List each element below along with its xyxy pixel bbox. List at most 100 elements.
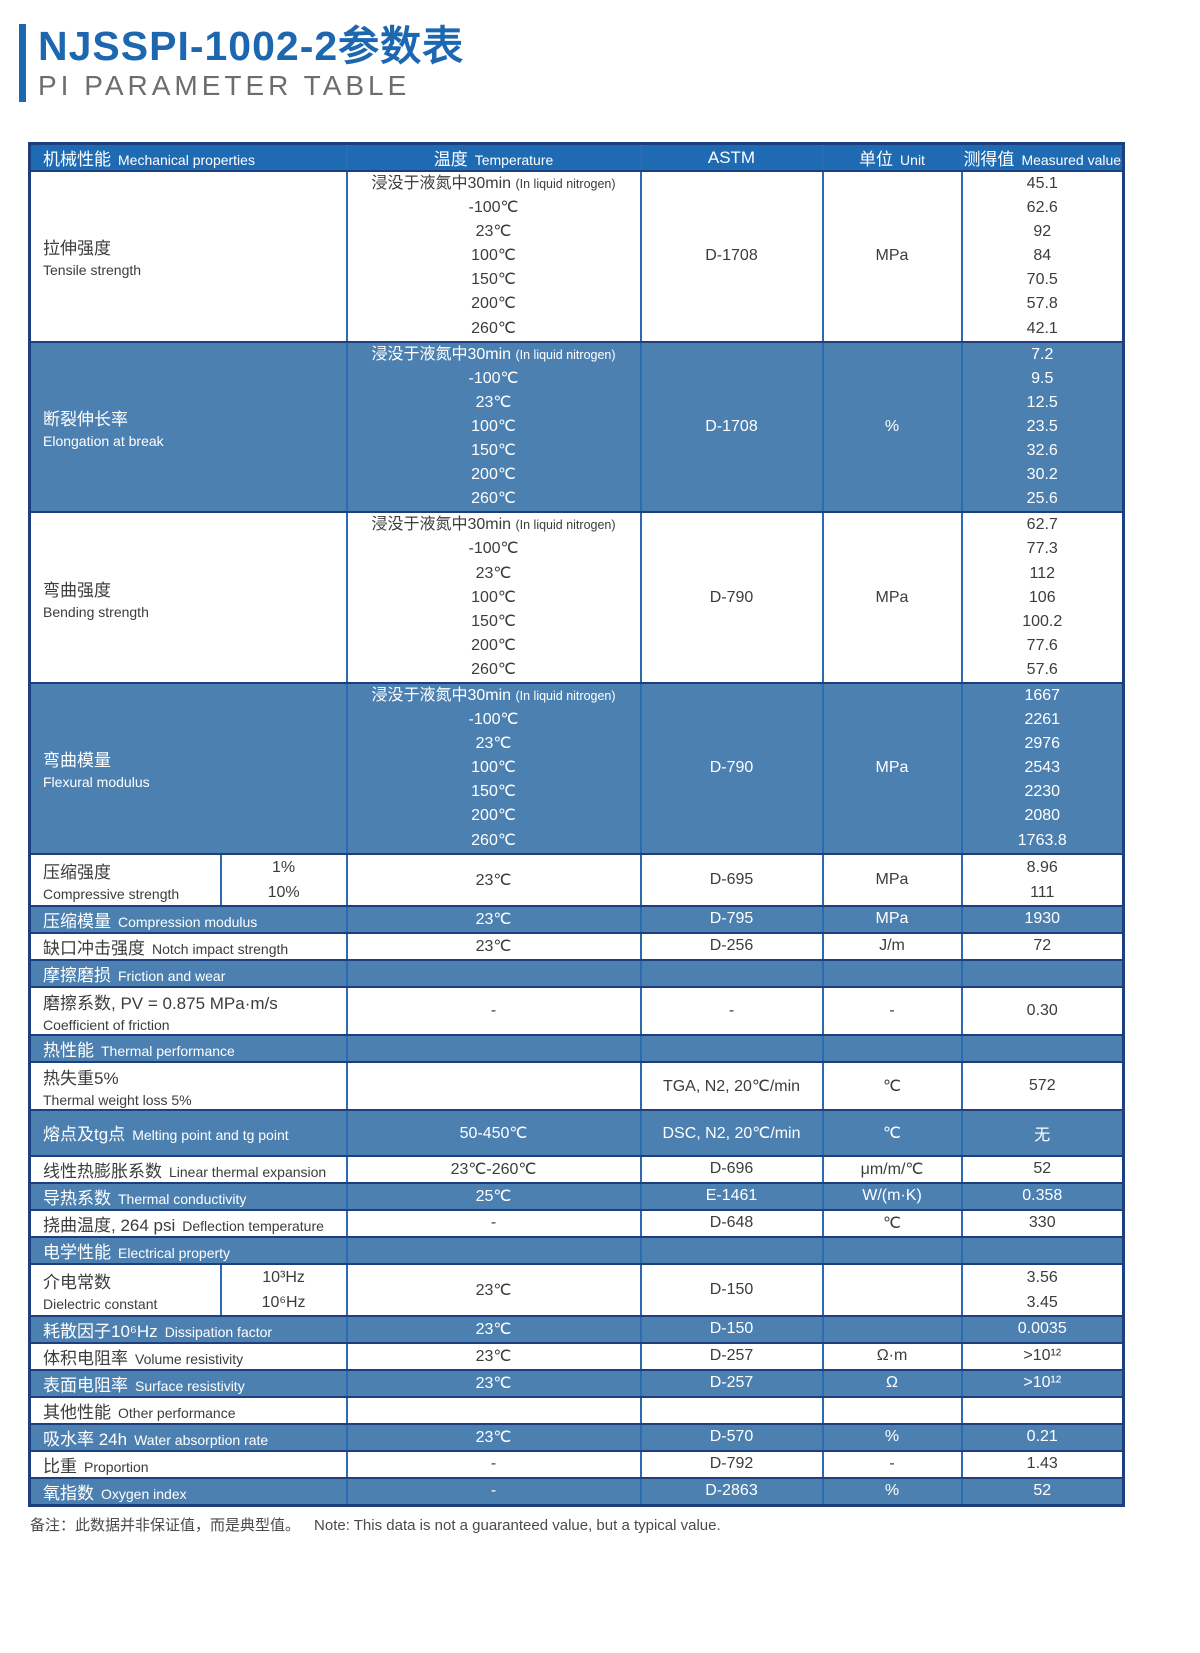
table-row-surface-resistivity: 表面电阻率 Surface resistivity 23℃ D-257 Ω >10… xyxy=(28,1368,1125,1398)
cell-unit xyxy=(821,1314,963,1344)
page-subtitle: PI PARAMETER TABLE xyxy=(38,70,411,102)
table-row-flexural-modulus: 弯曲模量 Flexural modulus 浸没于液氮中30min (In li… xyxy=(28,681,1125,855)
cell-astm: D-257 xyxy=(639,1368,824,1398)
cell-empty xyxy=(639,1235,824,1265)
parameter-table: 机械性能 Mechanical properties 温度 Temperature … xyxy=(28,142,1125,1507)
table-row-deflection-temperature: 挠曲温度, 264 psi Deflection temperature - D-… xyxy=(28,1208,1125,1238)
cell-section-label: 摩擦磨损 Friction and wear xyxy=(28,958,348,988)
cell-astm: TGA, N2, 20℃/min xyxy=(639,1060,824,1111)
cell-unit: - xyxy=(821,985,963,1036)
cell-astm: D-257 xyxy=(639,1341,824,1371)
cell-astm: D-790 xyxy=(639,511,824,684)
header-temperature: 温度 Temperature xyxy=(345,142,642,172)
table-section-thermal-performance: 热性能 Thermal performance xyxy=(28,1033,1125,1063)
cell-label: 缺口冲击强度 Notch impact strength xyxy=(28,931,348,961)
page-title: NJSSPI-1002-2参数表 xyxy=(38,23,465,69)
table-row-dissipation-factor: 耗散因子10⁶Hz Dissipation factor 23℃ D-150 0.… xyxy=(28,1314,1125,1344)
table-section-electrical-property: 电学性能 Electrical property xyxy=(28,1235,1125,1265)
cell-empty xyxy=(345,1395,642,1425)
cell-unit: J/m xyxy=(821,931,963,961)
cell-astm: D-2863 xyxy=(639,1476,824,1507)
cell-label: 弯曲模量 Flexural modulus xyxy=(28,681,348,855)
cell-unit: MPa xyxy=(821,904,963,934)
cell-unit xyxy=(821,1262,963,1317)
cell-measured-value: 572 xyxy=(960,1060,1125,1111)
cell-label: 熔点及tg点 Melting point and tg point xyxy=(28,1108,348,1157)
cell-temperature: 25℃ xyxy=(345,1181,642,1211)
cell-measured-value: 0.0035 xyxy=(960,1314,1125,1344)
cell-temperature: 浸没于液氮中30min (In liquid nitrogen) -100℃ 2… xyxy=(345,681,642,855)
header-astm: ASTM xyxy=(639,142,824,172)
header-mechanical-properties: 机械性能 Mechanical properties xyxy=(28,142,348,172)
cell-measured-value: >10¹² xyxy=(960,1341,1125,1371)
cell-unit: MPa xyxy=(821,681,963,855)
cell-astm: D-1708 xyxy=(639,340,824,514)
cell-measured-value: >10¹² xyxy=(960,1368,1125,1398)
cell-unit: μm/m/℃ xyxy=(821,1154,963,1184)
cell-label: 表面电阻率 Surface resistivity xyxy=(28,1368,348,1398)
cell-temperature: 50-450℃ xyxy=(345,1108,642,1157)
cell-temperature xyxy=(345,1060,642,1111)
cell-label: 压缩强度 Compressive strength 1% 10% xyxy=(28,852,348,907)
title-accent-bar xyxy=(19,24,26,102)
cell-label: 弯曲强度 Bending strength xyxy=(28,511,348,684)
table-row-notch-impact-strength: 缺口冲击强度 Notch impact strength 23℃ D-256 J/… xyxy=(28,931,1125,961)
cell-temperature: 23℃ xyxy=(345,931,642,961)
cell-label: 断裂伸长率 Elongation at break xyxy=(28,340,348,514)
cell-unit: ℃ xyxy=(821,1108,963,1157)
cell-measured-value: 无 xyxy=(960,1108,1125,1157)
cell-label: 热失重5% Thermal weight loss 5% xyxy=(28,1060,348,1111)
cell-label: 拉伸强度 Tensile strength xyxy=(28,170,348,343)
cell-label: 比重 Proportion xyxy=(28,1449,348,1479)
cell-unit: Ω xyxy=(821,1368,963,1398)
cell-empty xyxy=(960,958,1125,988)
cell-astm: D-695 xyxy=(639,852,824,907)
cell-astm: D-150 xyxy=(639,1262,824,1317)
cell-temperature: 23℃ xyxy=(345,852,642,907)
cell-measured-value: 3.56 3.45 xyxy=(960,1262,1125,1317)
cell-measured-value: 330 xyxy=(960,1208,1125,1238)
cell-label: 介电常数 Dielectric constant 10³Hz 10⁶Hz xyxy=(28,1262,348,1317)
cell-empty xyxy=(639,1033,824,1063)
cell-empty xyxy=(821,1235,963,1265)
cell-unit: MPa xyxy=(821,170,963,343)
cell-temperature: 23℃-260℃ xyxy=(345,1154,642,1184)
table-header-row: 机械性能 Mechanical properties 温度 Temperature … xyxy=(28,142,1125,172)
cell-astm: D-150 xyxy=(639,1314,824,1344)
cell-empty xyxy=(960,1033,1125,1063)
cell-measured-value: 0.21 xyxy=(960,1422,1125,1452)
cell-temperature: - xyxy=(345,985,642,1036)
table-row-tensile-strength: 拉伸强度 Tensile strength 浸没于液氮中30min (In li… xyxy=(28,170,1125,343)
cell-measured-value: 0.30 xyxy=(960,985,1125,1036)
table-row-elongation-at-break: 断裂伸长率 Elongation at break 浸没于液氮中30min (I… xyxy=(28,340,1125,514)
cell-astm: D-696 xyxy=(639,1154,824,1184)
cell-label: 吸水率 24h Water absorption rate xyxy=(28,1422,348,1452)
cell-label: 磨擦系数, PV = 0.875 MPa·m/s Coefficient of … xyxy=(28,985,348,1036)
cell-temperature: - xyxy=(345,1476,642,1507)
cell-measured-value: 1667 2261 2976 2543 2230 2080 1763.8 xyxy=(960,681,1125,855)
cell-astm: E-1461 xyxy=(639,1181,824,1211)
table-section-friction-and-wear: 摩擦磨损 Friction and wear xyxy=(28,958,1125,988)
cell-unit: MPa xyxy=(821,511,963,684)
cell-unit: Ω·m xyxy=(821,1341,963,1371)
cell-measured-value: 1930 xyxy=(960,904,1125,934)
cell-label: 氧指数 Oxygen index xyxy=(28,1476,348,1507)
cell-temperature: 23℃ xyxy=(345,1262,642,1317)
cell-label: 线性热膨胀系数 Linear thermal expansion xyxy=(28,1154,348,1184)
table-row-compressive-strength: 压缩强度 Compressive strength 1% 10% 23℃ D-6… xyxy=(28,852,1125,907)
header-unit: 单位 Unit xyxy=(821,142,963,172)
cell-unit: ℃ xyxy=(821,1060,963,1111)
cell-temperature: 浸没于液氮中30min (In liquid nitrogen) -100℃ 2… xyxy=(345,170,642,343)
cell-temperature: 23℃ xyxy=(345,1341,642,1371)
cell-unit: % xyxy=(821,1476,963,1507)
cell-temperature: 23℃ xyxy=(345,1422,642,1452)
table-row-water-absorption-rate: 吸水率 24h Water absorption rate 23℃ D-570 %… xyxy=(28,1422,1125,1452)
table-row-oxygen-index: 氧指数 Oxygen index - D-2863 % 52 xyxy=(28,1476,1125,1507)
cell-temperature: 23℃ xyxy=(345,1314,642,1344)
cell-unit: MPa xyxy=(821,852,963,907)
table-row-thermal-conductivity: 导热系数 Thermal conductivity 25℃ E-1461 W/(m… xyxy=(28,1181,1125,1211)
cell-unit: % xyxy=(821,1422,963,1452)
cell-empty xyxy=(345,958,642,988)
table-section-other-performance: 其他性能 Other performance xyxy=(28,1395,1125,1425)
cell-label: 挠曲温度, 264 psi Deflection temperature xyxy=(28,1208,348,1238)
